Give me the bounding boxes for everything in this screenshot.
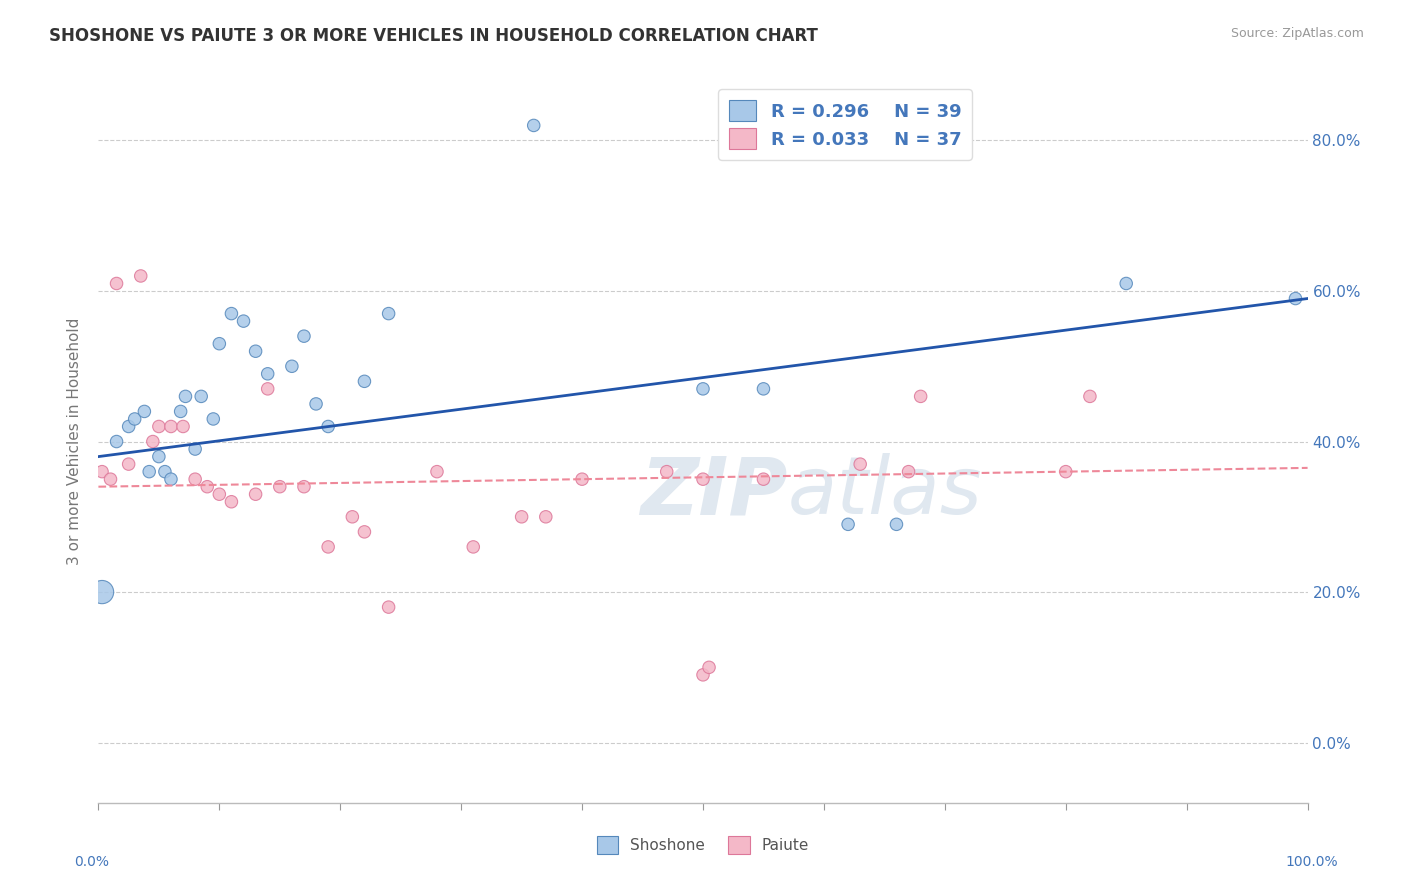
Point bbox=[174, 389, 197, 403]
Point bbox=[105, 277, 128, 291]
Point bbox=[124, 412, 146, 426]
Point bbox=[232, 314, 254, 328]
Point bbox=[1115, 277, 1137, 291]
Point bbox=[269, 480, 291, 494]
Point bbox=[1078, 389, 1101, 403]
Point bbox=[118, 419, 141, 434]
Point bbox=[245, 487, 267, 501]
Point bbox=[377, 600, 399, 615]
Text: ZIP: ZIP bbox=[640, 453, 787, 531]
Point bbox=[148, 419, 170, 434]
Point bbox=[105, 434, 128, 449]
Point bbox=[202, 412, 225, 426]
Point bbox=[534, 509, 557, 524]
Point bbox=[160, 472, 183, 486]
Point bbox=[1284, 292, 1306, 306]
Point bbox=[142, 434, 165, 449]
Point bbox=[281, 359, 304, 374]
Point bbox=[886, 517, 908, 532]
Point bbox=[292, 480, 315, 494]
Point bbox=[118, 457, 141, 471]
Point bbox=[208, 487, 231, 501]
Point bbox=[463, 540, 485, 554]
Point bbox=[172, 419, 194, 434]
Point bbox=[910, 389, 932, 403]
Point bbox=[256, 367, 278, 381]
Text: 100.0%: 100.0% bbox=[1285, 855, 1339, 869]
Point bbox=[692, 382, 714, 396]
Point bbox=[849, 457, 872, 471]
Point bbox=[523, 119, 546, 133]
Point bbox=[752, 472, 775, 486]
Point bbox=[148, 450, 170, 464]
Point bbox=[169, 404, 191, 418]
Point bbox=[692, 668, 714, 682]
Point bbox=[292, 329, 315, 343]
Point bbox=[692, 472, 714, 486]
Point bbox=[353, 375, 375, 389]
Point bbox=[426, 465, 449, 479]
Point bbox=[316, 540, 339, 554]
Point bbox=[316, 419, 339, 434]
Text: SHOSHONE VS PAIUTE 3 OR MORE VEHICLES IN HOUSEHOLD CORRELATION CHART: SHOSHONE VS PAIUTE 3 OR MORE VEHICLES IN… bbox=[49, 27, 818, 45]
Point bbox=[184, 442, 207, 456]
Point bbox=[752, 382, 775, 396]
Point bbox=[377, 307, 399, 321]
Point bbox=[897, 465, 920, 479]
Point bbox=[160, 419, 183, 434]
Point bbox=[342, 509, 364, 524]
Point bbox=[153, 465, 176, 479]
Point bbox=[91, 465, 114, 479]
Point bbox=[1054, 465, 1077, 479]
Point bbox=[697, 660, 720, 674]
Point bbox=[221, 307, 243, 321]
Point bbox=[221, 494, 243, 508]
Point bbox=[100, 472, 122, 486]
Point bbox=[837, 517, 859, 532]
Point bbox=[353, 524, 375, 539]
Text: 0.0%: 0.0% bbox=[75, 855, 108, 869]
Point bbox=[305, 397, 328, 411]
Point bbox=[138, 465, 160, 479]
Y-axis label: 3 or more Vehicles in Household: 3 or more Vehicles in Household bbox=[67, 318, 83, 566]
Text: atlas: atlas bbox=[787, 453, 983, 531]
Point bbox=[184, 472, 207, 486]
Point bbox=[195, 480, 218, 494]
Point bbox=[134, 404, 156, 418]
Point bbox=[190, 389, 212, 403]
Point bbox=[256, 382, 278, 396]
Point bbox=[655, 465, 678, 479]
Point bbox=[91, 585, 114, 599]
Point bbox=[129, 268, 152, 283]
Point bbox=[571, 472, 593, 486]
Point bbox=[208, 336, 231, 351]
Point bbox=[245, 344, 267, 359]
Text: Source: ZipAtlas.com: Source: ZipAtlas.com bbox=[1230, 27, 1364, 40]
Point bbox=[510, 509, 533, 524]
Legend: Shoshone, Paiute: Shoshone, Paiute bbox=[591, 830, 815, 860]
